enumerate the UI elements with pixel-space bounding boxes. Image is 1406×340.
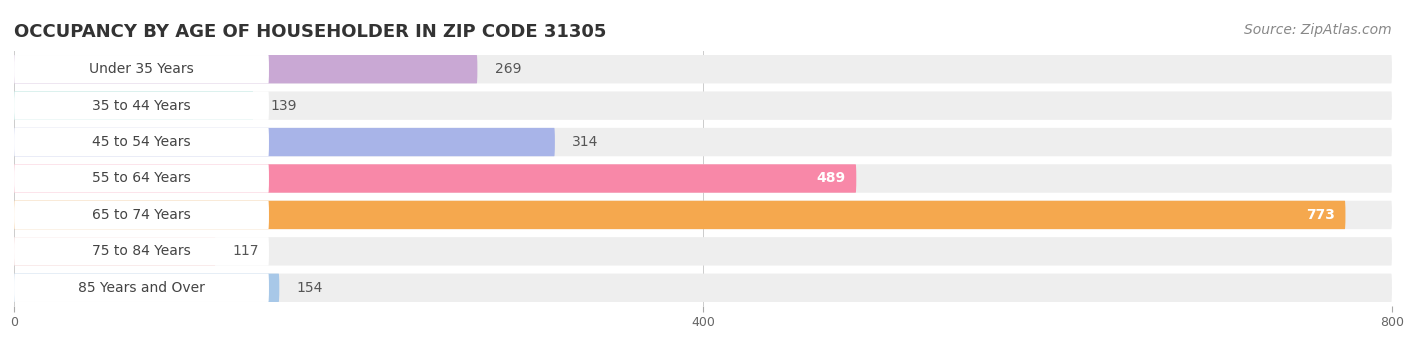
FancyBboxPatch shape bbox=[14, 274, 269, 302]
Text: Source: ZipAtlas.com: Source: ZipAtlas.com bbox=[1244, 23, 1392, 37]
Text: 85 Years and Over: 85 Years and Over bbox=[79, 281, 205, 295]
FancyBboxPatch shape bbox=[14, 201, 1346, 229]
FancyBboxPatch shape bbox=[14, 274, 1392, 302]
FancyBboxPatch shape bbox=[14, 164, 269, 193]
Text: OCCUPANCY BY AGE OF HOUSEHOLDER IN ZIP CODE 31305: OCCUPANCY BY AGE OF HOUSEHOLDER IN ZIP C… bbox=[14, 23, 606, 41]
Text: 314: 314 bbox=[572, 135, 599, 149]
FancyBboxPatch shape bbox=[14, 237, 215, 266]
FancyBboxPatch shape bbox=[14, 201, 1392, 229]
FancyBboxPatch shape bbox=[14, 55, 1392, 83]
Text: 65 to 74 Years: 65 to 74 Years bbox=[93, 208, 191, 222]
FancyBboxPatch shape bbox=[14, 91, 253, 120]
FancyBboxPatch shape bbox=[14, 274, 280, 302]
Text: 489: 489 bbox=[817, 171, 846, 186]
Text: 154: 154 bbox=[297, 281, 323, 295]
FancyBboxPatch shape bbox=[14, 128, 269, 156]
Text: 139: 139 bbox=[271, 99, 297, 113]
FancyBboxPatch shape bbox=[14, 91, 1392, 120]
Text: 269: 269 bbox=[495, 62, 522, 76]
Text: 773: 773 bbox=[1306, 208, 1336, 222]
FancyBboxPatch shape bbox=[14, 128, 1392, 156]
Text: 55 to 64 Years: 55 to 64 Years bbox=[93, 171, 191, 186]
Text: 35 to 44 Years: 35 to 44 Years bbox=[93, 99, 191, 113]
Text: 117: 117 bbox=[233, 244, 259, 258]
FancyBboxPatch shape bbox=[14, 128, 555, 156]
FancyBboxPatch shape bbox=[14, 55, 478, 83]
Text: Under 35 Years: Under 35 Years bbox=[89, 62, 194, 76]
FancyBboxPatch shape bbox=[14, 201, 269, 229]
FancyBboxPatch shape bbox=[14, 55, 269, 83]
FancyBboxPatch shape bbox=[14, 164, 856, 193]
FancyBboxPatch shape bbox=[14, 91, 269, 120]
Text: 45 to 54 Years: 45 to 54 Years bbox=[93, 135, 191, 149]
FancyBboxPatch shape bbox=[14, 237, 269, 266]
FancyBboxPatch shape bbox=[14, 164, 1392, 193]
Text: 75 to 84 Years: 75 to 84 Years bbox=[93, 244, 191, 258]
FancyBboxPatch shape bbox=[14, 237, 1392, 266]
